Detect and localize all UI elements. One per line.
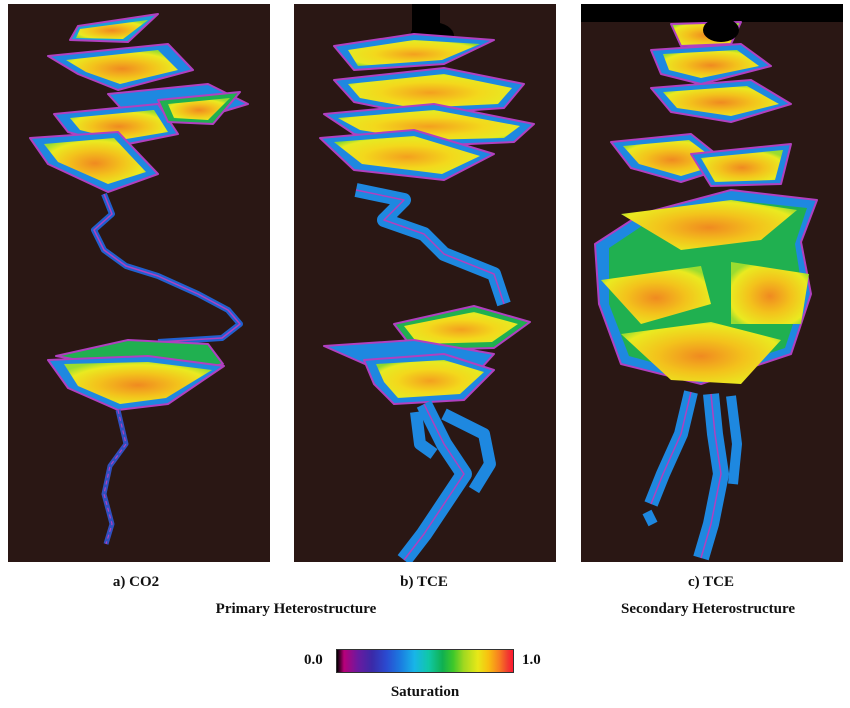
primary-heterostructure-label: Primary Heterostructure [215,601,377,617]
panel-a-caption: a) CO2 [112,574,160,590]
panel-c-caption: c) TCE [688,574,734,590]
colorbar-gradient [336,649,514,673]
panel-b-caption: b) TCE [400,574,448,590]
secondary-heterostructure-label: Secondary Heterostructure [621,601,795,617]
saturation-image-tce-primary [294,4,556,562]
saturation-image-co2 [8,4,270,562]
colorbar [336,649,514,673]
colorbar-max-label: 1.0 [522,652,541,668]
colorbar-title: Saturation [390,684,460,700]
colorbar-min-label: 0.0 [304,652,323,668]
saturation-image-tce-secondary [581,4,843,562]
